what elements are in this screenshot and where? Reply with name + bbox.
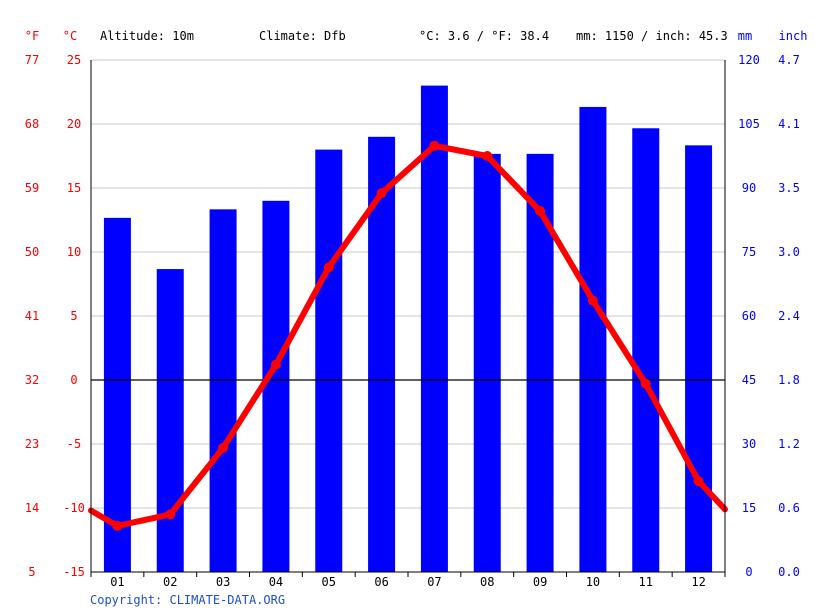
temperature-point xyxy=(165,509,176,520)
temperature-point xyxy=(640,378,651,389)
inch-tick-label: 3.0 xyxy=(778,245,800,259)
fahrenheit-tick-label: 32 xyxy=(25,373,39,387)
month-label: 02 xyxy=(163,575,177,589)
inch-tick-label: 0.0 xyxy=(778,565,800,579)
month-label: 11 xyxy=(639,575,653,589)
celsius-unit-label: °C xyxy=(63,29,77,43)
temperature-summary: °C: 3.6 / °F: 38.4 xyxy=(419,29,549,43)
fahrenheit-tick-label: 41 xyxy=(25,309,39,323)
month-label: 03 xyxy=(216,575,230,589)
fahrenheit-tick-label: 23 xyxy=(25,437,39,451)
month-label: 08 xyxy=(480,575,494,589)
month-label: 06 xyxy=(374,575,388,589)
temperature-point xyxy=(429,140,440,151)
inch-tick-label: 0.6 xyxy=(778,501,800,515)
precipitation-bar xyxy=(209,209,237,573)
celsius-tick-label: 10 xyxy=(67,245,81,259)
month-label: 09 xyxy=(533,575,547,589)
month-label: 12 xyxy=(691,575,705,589)
precipitation-bar xyxy=(103,217,131,572)
temperature-point xyxy=(270,359,281,370)
celsius-tick-label: 25 xyxy=(67,53,81,67)
fahrenheit-tick-label: 5 xyxy=(28,565,35,579)
precipitation-bar xyxy=(632,128,660,572)
mm-tick-label: 45 xyxy=(742,373,756,387)
fahrenheit-tick-label: 68 xyxy=(25,117,39,131)
tick-labels: 5 -15 0 0.0 14 -10 15 0.6 23 -5 30 1.2 32 0 45 1.8 41 5 60… xyxy=(25,53,800,589)
temperature-point xyxy=(535,206,546,217)
celsius-tick-label: 0 xyxy=(70,373,77,387)
celsius-tick-label: -5 xyxy=(67,437,81,451)
climate-label: Climate: Dfb xyxy=(259,29,346,43)
precipitation-bar xyxy=(156,269,184,572)
precipitation-summary: mm: 1150 / inch: 45.3 xyxy=(576,29,728,43)
temperature-point xyxy=(218,442,229,453)
mm-tick-label: 90 xyxy=(742,181,756,195)
fahrenheit-tick-label: 14 xyxy=(25,501,39,515)
celsius-tick-label: -10 xyxy=(63,501,85,515)
temperature-point xyxy=(112,520,123,531)
temperature-point xyxy=(482,151,493,161)
month-label: 05 xyxy=(322,575,336,589)
temperature-point xyxy=(693,476,704,487)
celsius-tick-label: 5 xyxy=(70,309,77,323)
precipitation-bar xyxy=(420,85,448,572)
mm-tick-label: 75 xyxy=(742,245,756,259)
inch-unit-label: inch xyxy=(779,29,808,43)
fahrenheit-tick-label: 59 xyxy=(25,181,39,195)
axes xyxy=(90,60,726,577)
fahrenheit-tick-label: 77 xyxy=(25,53,39,67)
mm-tick-label: 120 xyxy=(738,53,760,67)
month-label: 01 xyxy=(110,575,124,589)
grid-lines xyxy=(91,59,725,573)
month-label: 10 xyxy=(586,575,600,589)
precipitation-bar xyxy=(685,145,713,573)
inch-tick-label: 3.5 xyxy=(778,181,800,195)
fahrenheit-unit-label: °F xyxy=(25,29,39,43)
altitude-label: Altitude: 10m xyxy=(100,29,194,43)
precipitation-bar xyxy=(473,153,501,572)
month-label: 04 xyxy=(269,575,283,589)
temperature-line xyxy=(88,140,728,531)
temperature-series-line xyxy=(88,142,728,529)
mm-tick-label: 105 xyxy=(738,117,760,131)
inch-tick-label: 1.8 xyxy=(778,373,800,387)
month-label: 07 xyxy=(427,575,441,589)
inch-tick-label: 1.2 xyxy=(778,437,800,451)
precipitation-bar xyxy=(315,149,343,572)
inch-tick-label: 2.4 xyxy=(778,309,800,323)
copyright-text: Copyright: CLIMATE-DATA.ORG xyxy=(90,593,285,607)
celsius-tick-label: 15 xyxy=(67,181,81,195)
inch-tick-label: 4.7 xyxy=(778,53,800,67)
mm-unit-label: mm xyxy=(738,29,752,43)
celsius-tick-label: 20 xyxy=(67,117,81,131)
fahrenheit-tick-label: 50 xyxy=(25,245,39,259)
temperature-point xyxy=(587,295,598,306)
temperature-point xyxy=(323,262,334,273)
precipitation-bars xyxy=(103,85,713,573)
mm-tick-label: 60 xyxy=(742,309,756,323)
precipitation-bar xyxy=(579,106,607,572)
precipitation-bar xyxy=(262,200,290,573)
mm-tick-label: 30 xyxy=(742,437,756,451)
celsius-tick-label: -15 xyxy=(63,565,85,579)
inch-tick-label: 4.1 xyxy=(778,117,800,131)
mm-tick-label: 15 xyxy=(742,501,756,515)
mm-tick-label: 0 xyxy=(745,565,752,579)
temperature-point xyxy=(376,188,387,199)
